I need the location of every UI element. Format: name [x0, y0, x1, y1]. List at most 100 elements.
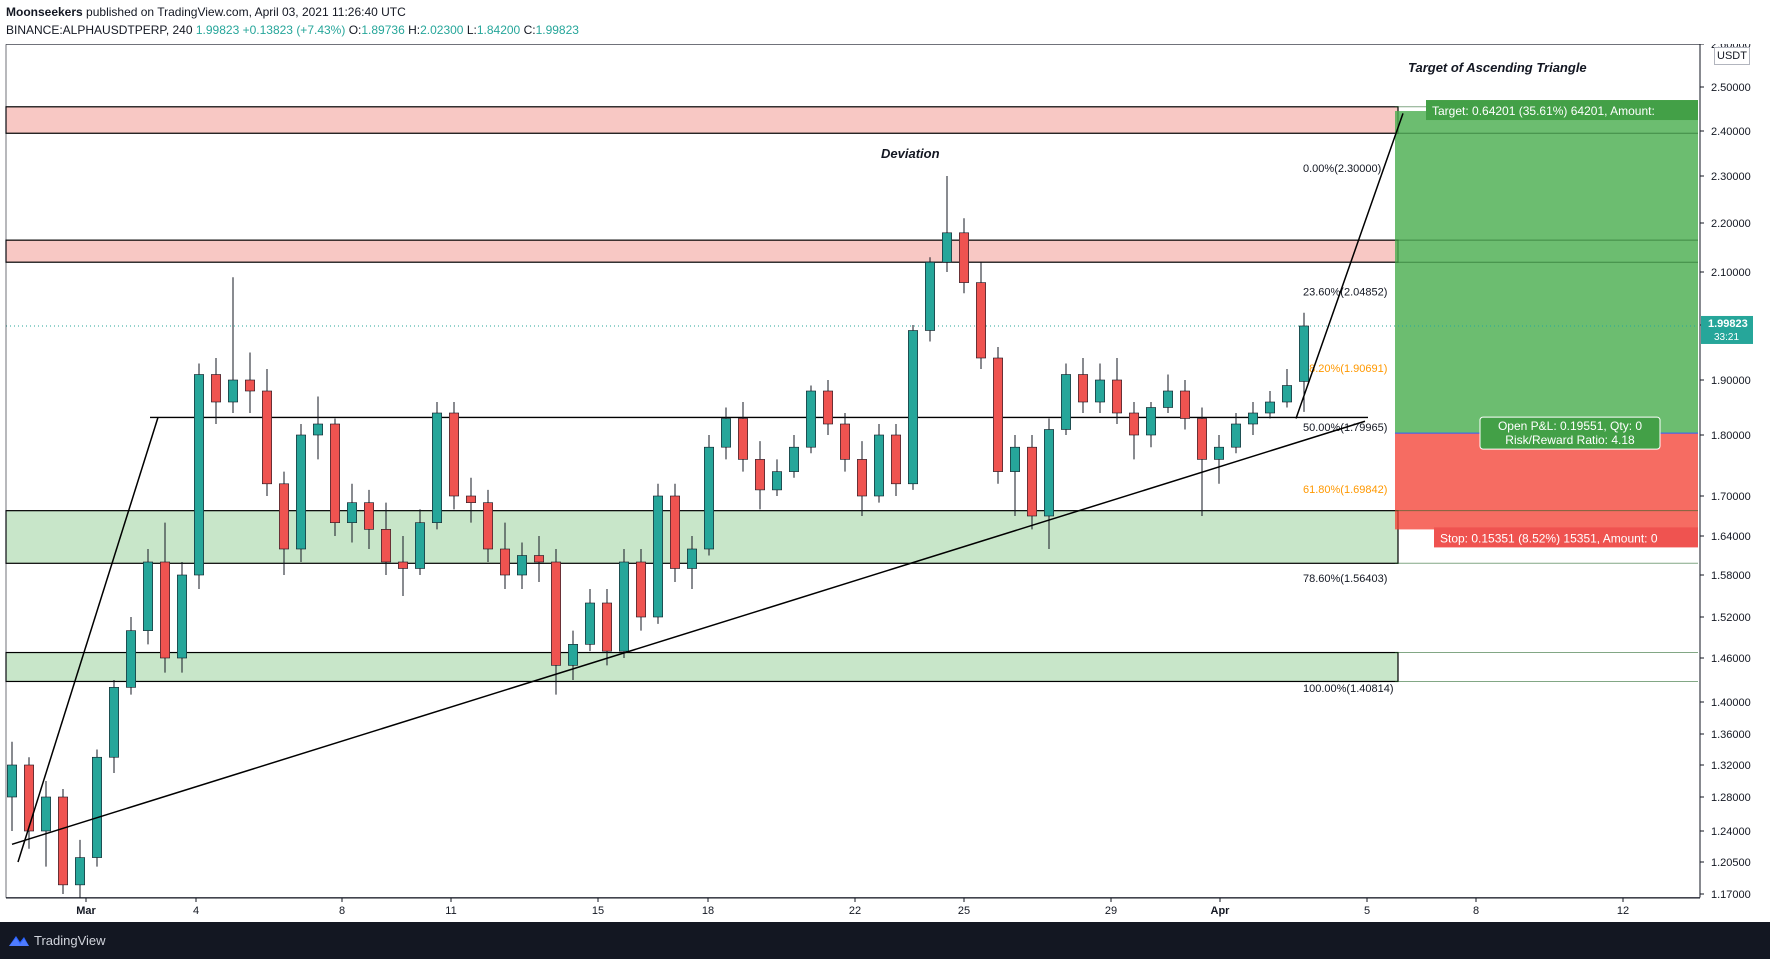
- candle-14: [245, 352, 255, 413]
- candle-body: [857, 459, 867, 497]
- stop-label-box: [1434, 527, 1698, 548]
- candle-body: [1146, 407, 1156, 436]
- candle-body: [568, 644, 578, 666]
- candle-39: [670, 483, 680, 582]
- candle-body: [1265, 401, 1275, 414]
- candle-body: [840, 423, 850, 460]
- price-chart[interactable]: Target: 0.64201 (35.61%) 64201, Amount: S…: [0, 44, 1770, 922]
- tradingview-logo-icon[interactable]: [8, 932, 30, 948]
- candle-body: [738, 418, 748, 460]
- footer-brand[interactable]: TradingView: [34, 933, 106, 948]
- candle-33: [568, 630, 578, 680]
- candle-body: [619, 561, 629, 652]
- candle-16: [279, 471, 289, 575]
- candle-body: [160, 561, 170, 659]
- candle-body: [245, 379, 255, 392]
- candle-body: [806, 390, 816, 448]
- candle-body: [942, 232, 952, 263]
- candle-15: [262, 369, 272, 496]
- publisher-line: Moonseekers published on TradingView.com…: [6, 5, 406, 19]
- candle-38: [653, 483, 663, 624]
- candle-body: [75, 857, 85, 886]
- candle-body: [92, 756, 102, 858]
- candle-body: [976, 282, 986, 359]
- time-tick-4: 15: [592, 905, 604, 917]
- time-tick-3: 11: [445, 905, 456, 917]
- zone-resistance-0: [5, 106, 1399, 134]
- candle-66: [1129, 402, 1139, 460]
- candle-71: [1214, 435, 1224, 484]
- price-tick-11: 1.58000: [1711, 570, 1751, 582]
- price-tick-16: 1.32000: [1711, 760, 1751, 772]
- candle-59: [1010, 435, 1020, 516]
- candle-6: [109, 680, 119, 773]
- risk-reward-label: Risk/Reward Ratio: 4.18: [1505, 433, 1635, 447]
- candle-body: [41, 796, 51, 832]
- candle-56: [959, 218, 969, 294]
- symbol-name[interactable]: BINANCE:ALPHAUSDTPERP, 240: [6, 23, 193, 37]
- zone-resistance-1: [5, 239, 1399, 263]
- candle-body: [449, 412, 459, 497]
- candle-body: [279, 483, 289, 550]
- current-price-badge: [1701, 315, 1753, 344]
- time-axis: [0, 898, 1770, 922]
- candle-body: [1078, 374, 1088, 403]
- candle-body: [398, 561, 408, 569]
- price-tick-4: 2.20000: [1711, 218, 1751, 230]
- time-tick-11: 8: [1473, 905, 1479, 917]
- candle-13: [228, 277, 238, 413]
- candle-body: [517, 555, 527, 576]
- candle-body: [891, 434, 901, 485]
- candle-4: [75, 839, 85, 904]
- candle-body: [602, 602, 612, 652]
- candle-54: [925, 257, 935, 342]
- target-label: Target: 0.64201 (35.61%) 64201, Amount:: [1432, 104, 1655, 118]
- candle-body: [1299, 325, 1309, 382]
- ascending-trendline: [11, 420, 1366, 846]
- pnl-label: Open P&L: 0.19551, Qty: 0: [1498, 419, 1642, 433]
- time-tick-2: 8: [339, 905, 345, 917]
- price-tick-2: 2.40000: [1711, 126, 1751, 138]
- candle-body: [687, 548, 697, 569]
- candle-body: [1112, 379, 1122, 414]
- candle-40: [687, 536, 697, 589]
- candle-body: [534, 555, 544, 563]
- candle-19: [330, 418, 340, 536]
- candle-body: [1180, 390, 1190, 419]
- candle-36: [619, 549, 629, 658]
- candle-body: [364, 502, 374, 530]
- price-axis: [1700, 44, 1770, 897]
- candle-49: [840, 413, 850, 472]
- stop-label: Stop: 0.15351 (8.52%) 15351, Amount: 0: [1440, 531, 1658, 545]
- candle-60: [1027, 435, 1037, 530]
- price-tick-8: 1.80000: [1711, 430, 1751, 442]
- zone-support-3: [5, 651, 1399, 683]
- projection-trendline: [1295, 113, 1404, 419]
- publisher-name[interactable]: Moonseekers: [6, 5, 83, 19]
- candle-body: [670, 495, 680, 569]
- candle-body: [24, 764, 34, 832]
- price-tick-9: 1.70000: [1711, 491, 1751, 503]
- candle-body: [1095, 379, 1105, 403]
- candle-48: [823, 380, 833, 435]
- candle-53: [908, 325, 918, 490]
- candle-27: [466, 477, 476, 523]
- close-label: C:: [523, 23, 536, 37]
- close-value: 1.99823: [535, 23, 579, 37]
- candle-69: [1180, 380, 1190, 430]
- time-tick-5: 18: [702, 905, 714, 917]
- candle-body: [500, 548, 510, 576]
- candle-9: [160, 522, 170, 673]
- candle-46: [789, 435, 799, 478]
- candle-body: [653, 495, 663, 618]
- candle-44: [755, 441, 765, 510]
- candle-1: [24, 757, 34, 849]
- candle-body: [381, 529, 391, 563]
- time-tick-8: 29: [1105, 905, 1117, 917]
- candle-73: [1248, 402, 1258, 435]
- pnl-box: [1479, 416, 1661, 450]
- candle-37: [636, 549, 646, 631]
- time-tick-9: Apr: [1211, 905, 1231, 917]
- candle-68: [1163, 374, 1173, 413]
- price-tick-18: 1.24000: [1711, 826, 1751, 838]
